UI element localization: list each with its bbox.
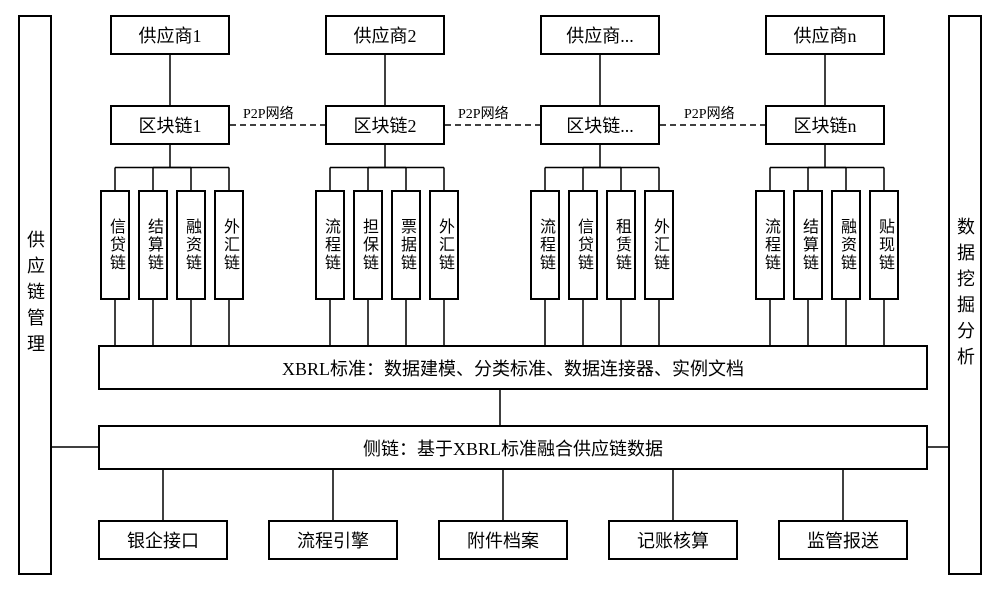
subchain-label: 流程链 bbox=[758, 218, 782, 272]
supplier-3-label: 供应商... bbox=[566, 22, 634, 48]
subchain-1-1: 担保链 bbox=[353, 190, 383, 300]
side-right-label: 数据挖掘分析 bbox=[952, 217, 978, 373]
side-right-panel: 数据挖掘分析 bbox=[948, 15, 982, 575]
bottom-4-label: 记账核算 bbox=[637, 527, 709, 553]
bottom-3-label: 附件档案 bbox=[467, 527, 539, 553]
bottom-3: 附件档案 bbox=[438, 520, 568, 560]
subchain-0-3: 外汇链 bbox=[214, 190, 244, 300]
chain-n: 区块链n bbox=[765, 105, 885, 145]
subchain-3-1: 结算链 bbox=[793, 190, 823, 300]
bottom-1-label: 银企接口 bbox=[127, 527, 199, 553]
subchain-label: 外汇链 bbox=[217, 218, 241, 272]
subchain-label: 外汇链 bbox=[647, 218, 671, 272]
supplier-n-label: 供应商n bbox=[794, 22, 857, 48]
bottom-2-label: 流程引擎 bbox=[297, 527, 369, 553]
subchain-label: 担保链 bbox=[356, 218, 380, 272]
supplier-1-label: 供应商1 bbox=[139, 22, 202, 48]
subchain-0-0: 信贷链 bbox=[100, 190, 130, 300]
subchain-label: 结算链 bbox=[141, 218, 165, 272]
chain-n-label: 区块链n bbox=[794, 112, 857, 138]
bottom-5: 监管报送 bbox=[778, 520, 908, 560]
subchain-0-2: 融资链 bbox=[176, 190, 206, 300]
subchain-label: 结算链 bbox=[796, 218, 820, 272]
xbrl-box: XBRL标准：数据建模、分类标准、数据连接器、实例文档 bbox=[98, 345, 928, 390]
supplier-n: 供应商n bbox=[765, 15, 885, 55]
subchain-2-1: 信贷链 bbox=[568, 190, 598, 300]
side-left-label: 供应链管理 bbox=[22, 230, 48, 360]
supplier-1: 供应商1 bbox=[110, 15, 230, 55]
subchain-1-0: 流程链 bbox=[315, 190, 345, 300]
subchain-label: 融资链 bbox=[179, 218, 203, 272]
p2p-label-2: P2P网络 bbox=[458, 103, 509, 123]
subchain-1-3: 外汇链 bbox=[429, 190, 459, 300]
subchain-label: 流程链 bbox=[533, 218, 557, 272]
p2p-label-3: P2P网络 bbox=[684, 103, 735, 123]
side-left-panel: 供应链管理 bbox=[18, 15, 52, 575]
sidechain-box: 侧链：基于XBRL标准融合供应链数据 bbox=[98, 425, 928, 470]
chain-2-label: 区块链2 bbox=[354, 112, 417, 138]
subchain-2-2: 租赁链 bbox=[606, 190, 636, 300]
subchain-label: 融资链 bbox=[834, 218, 858, 272]
xbrl-label: XBRL标准：数据建模、分类标准、数据连接器、实例文档 bbox=[282, 355, 744, 381]
chain-1: 区块链1 bbox=[110, 105, 230, 145]
subchain-0-1: 结算链 bbox=[138, 190, 168, 300]
subchain-3-3: 贴现链 bbox=[869, 190, 899, 300]
subchain-label: 租赁链 bbox=[609, 218, 633, 272]
chain-2: 区块链2 bbox=[325, 105, 445, 145]
subchain-2-3: 外汇链 bbox=[644, 190, 674, 300]
chain-3-label: 区块链... bbox=[566, 112, 634, 138]
subchain-label: 票据链 bbox=[394, 218, 418, 272]
supplier-3: 供应商... bbox=[540, 15, 660, 55]
bottom-1: 银企接口 bbox=[98, 520, 228, 560]
subchain-label: 贴现链 bbox=[872, 218, 896, 272]
supplier-2: 供应商2 bbox=[325, 15, 445, 55]
subchain-3-0: 流程链 bbox=[755, 190, 785, 300]
chain-1-label: 区块链1 bbox=[139, 112, 202, 138]
subchain-label: 信贷链 bbox=[103, 218, 127, 272]
supplier-2-label: 供应商2 bbox=[354, 22, 417, 48]
bottom-4: 记账核算 bbox=[608, 520, 738, 560]
subchain-label: 外汇链 bbox=[432, 218, 456, 272]
p2p-label-1: P2P网络 bbox=[243, 103, 294, 123]
subchain-3-2: 融资链 bbox=[831, 190, 861, 300]
bottom-5-label: 监管报送 bbox=[807, 527, 879, 553]
subchain-2-0: 流程链 bbox=[530, 190, 560, 300]
bottom-2: 流程引擎 bbox=[268, 520, 398, 560]
subchain-label: 信贷链 bbox=[571, 218, 595, 272]
chain-3: 区块链... bbox=[540, 105, 660, 145]
sidechain-label: 侧链：基于XBRL标准融合供应链数据 bbox=[363, 435, 663, 461]
subchain-label: 流程链 bbox=[318, 218, 342, 272]
subchain-1-2: 票据链 bbox=[391, 190, 421, 300]
